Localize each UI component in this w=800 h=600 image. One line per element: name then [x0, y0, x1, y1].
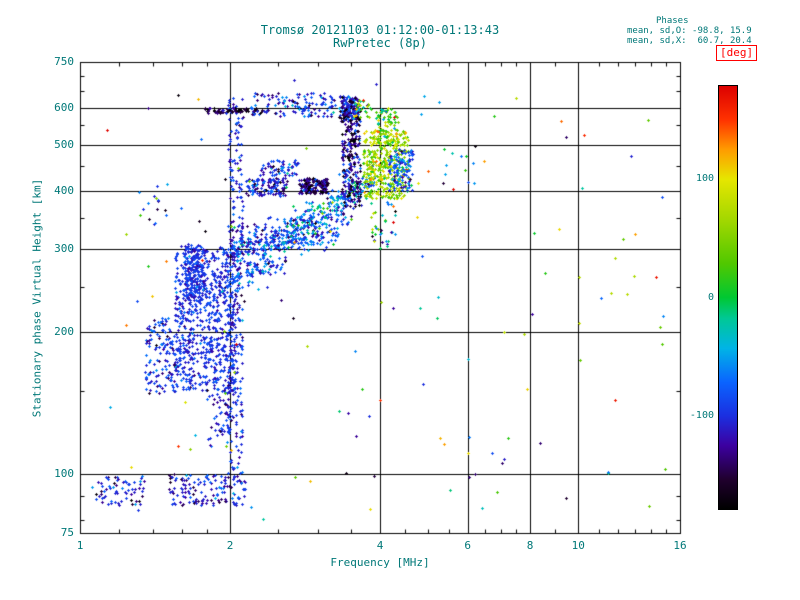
y-tick-label: 100 [54, 467, 74, 481]
colorbar-tick-label: -100 [689, 409, 714, 421]
x-tick-label: 2 [226, 539, 234, 552]
y-tick-label: 600 [54, 100, 74, 114]
x-tick-label: 8 [526, 539, 534, 552]
y-tick-label: 500 [54, 137, 74, 151]
y-tick-label: 750 [54, 55, 74, 68]
y-tick-label: 75 [60, 526, 74, 539]
y-tick-label: 300 [54, 242, 74, 256]
x-tick-label: 4 [376, 539, 384, 552]
x-axis-label: Frequency [MHz] [330, 556, 430, 569]
phases-stats-header: Phases [656, 16, 689, 26]
x-tick-label: 16 [673, 539, 687, 552]
colorbar-unit-label: [deg] [716, 45, 758, 61]
y-tick-label: 400 [54, 183, 74, 197]
colorbar-tick-label: 100 [695, 173, 714, 185]
plot-title: Tromsø 20121103 01:12:00-01:13:43 [260, 23, 500, 37]
y-axis-label: Stationary phase Virtual Height [km] [30, 178, 44, 418]
x-tick-label: 6 [464, 539, 472, 552]
phases-mean-sd-x: mean, sd,X: 60.7, 20.4 [627, 36, 752, 46]
colorbar-gradient [718, 85, 738, 510]
x-tick-label: 1 [76, 539, 84, 552]
plot-subtitle: RwPretec (8p) [333, 36, 427, 50]
x-tick-label: 10 [571, 539, 585, 552]
colorbar-tick-label: 0 [707, 291, 714, 303]
y-tick-label: 200 [54, 325, 74, 339]
phases-mean-sd-o: mean, sd,O: -98.8, 15.9 [627, 26, 752, 36]
